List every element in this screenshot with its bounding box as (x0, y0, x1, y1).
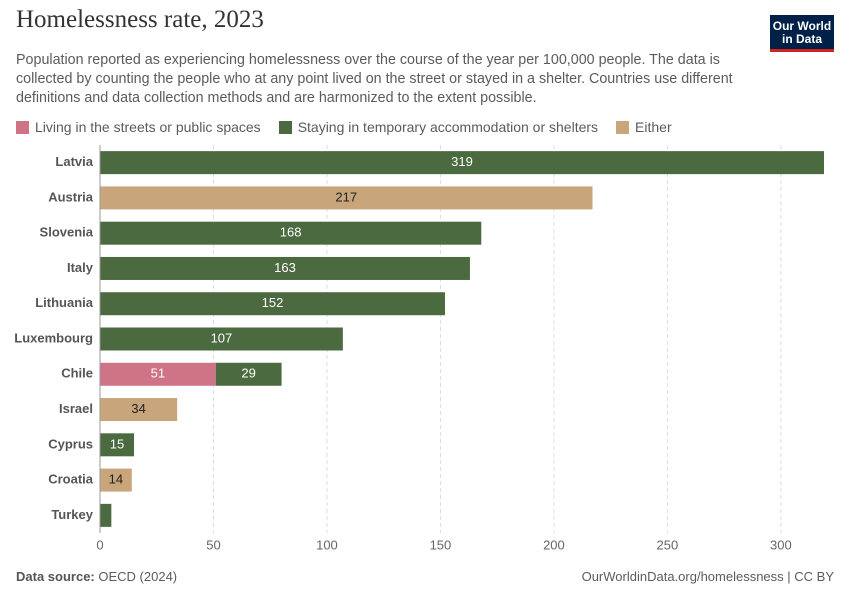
y-tick-label: Chile (61, 366, 93, 381)
legend-swatch (616, 120, 630, 134)
bar (100, 186, 593, 210)
bar (100, 151, 824, 175)
legend-swatch (278, 120, 292, 134)
y-tick-label: Italy (67, 260, 94, 275)
bar (100, 292, 445, 316)
bar (100, 221, 482, 245)
bar (100, 398, 178, 422)
bar (100, 362, 216, 386)
bar (100, 468, 132, 492)
source-label: Data source: (16, 569, 95, 584)
legend-item[interactable]: Staying in temporary accommodation or sh… (278, 119, 599, 135)
legend-label: Living in the streets or public spaces (35, 119, 261, 135)
chart-subtitle: Population reported as experiencing home… (16, 52, 733, 106)
source: Data source: OECD (2024) (16, 569, 177, 584)
legend-label: Staying in temporary accommodation or sh… (297, 119, 599, 135)
y-tick-label: Slovenia (40, 225, 94, 240)
x-tick-label: 300 (770, 537, 792, 552)
y-tick-label: Luxembourg (14, 330, 93, 345)
chart-title: Homelessness rate, 2023 (16, 6, 264, 33)
y-tick-label: Turkey (51, 507, 93, 522)
x-tick-label: 100 (316, 537, 338, 552)
bar (215, 362, 282, 386)
data-label: 152 (262, 295, 284, 310)
data-label: 29 (241, 366, 255, 381)
y-tick-label: Cyprus (48, 436, 93, 451)
data-label: 51 (151, 366, 165, 381)
data-label: 168 (280, 225, 302, 240)
source-text: OECD (2024) (98, 569, 178, 584)
y-tick-label: Latvia (55, 154, 93, 169)
data-label: 163 (274, 260, 296, 275)
logo[interactable]: Our World in Data (770, 15, 834, 52)
data-label: 217 (335, 189, 357, 204)
x-tick-label: 150 (430, 537, 452, 552)
x-tick-label: 50 (206, 537, 220, 552)
data-label: 319 (451, 154, 473, 169)
legend-item[interactable]: Living in the streets or public spaces (16, 119, 261, 135)
x-tick-label: 250 (657, 537, 679, 552)
bar (100, 327, 343, 351)
legend: Living in the streets or public spaces St… (16, 119, 672, 135)
bar (100, 256, 470, 280)
footer-note: OurWorldinData.org/homelessness | CC BY (581, 569, 834, 584)
y-tick-label: Croatia (48, 472, 94, 487)
data-label: 107 (211, 330, 233, 345)
y-tick-label: Lithuania (35, 295, 94, 310)
y-tick-label: Austria (48, 189, 94, 204)
legend-swatch (16, 120, 29, 134)
data-label: 14 (109, 472, 123, 487)
y-tick-label: Israel (59, 401, 93, 416)
bar (100, 503, 112, 527)
data-label: 15 (110, 436, 124, 451)
legend-item[interactable]: Either (616, 119, 672, 135)
legend-label: Either (635, 119, 672, 135)
data-label: 34 (131, 401, 145, 416)
x-tick-label: 200 (543, 537, 565, 552)
x-tick-label: 0 (96, 537, 103, 552)
bar (100, 433, 135, 457)
